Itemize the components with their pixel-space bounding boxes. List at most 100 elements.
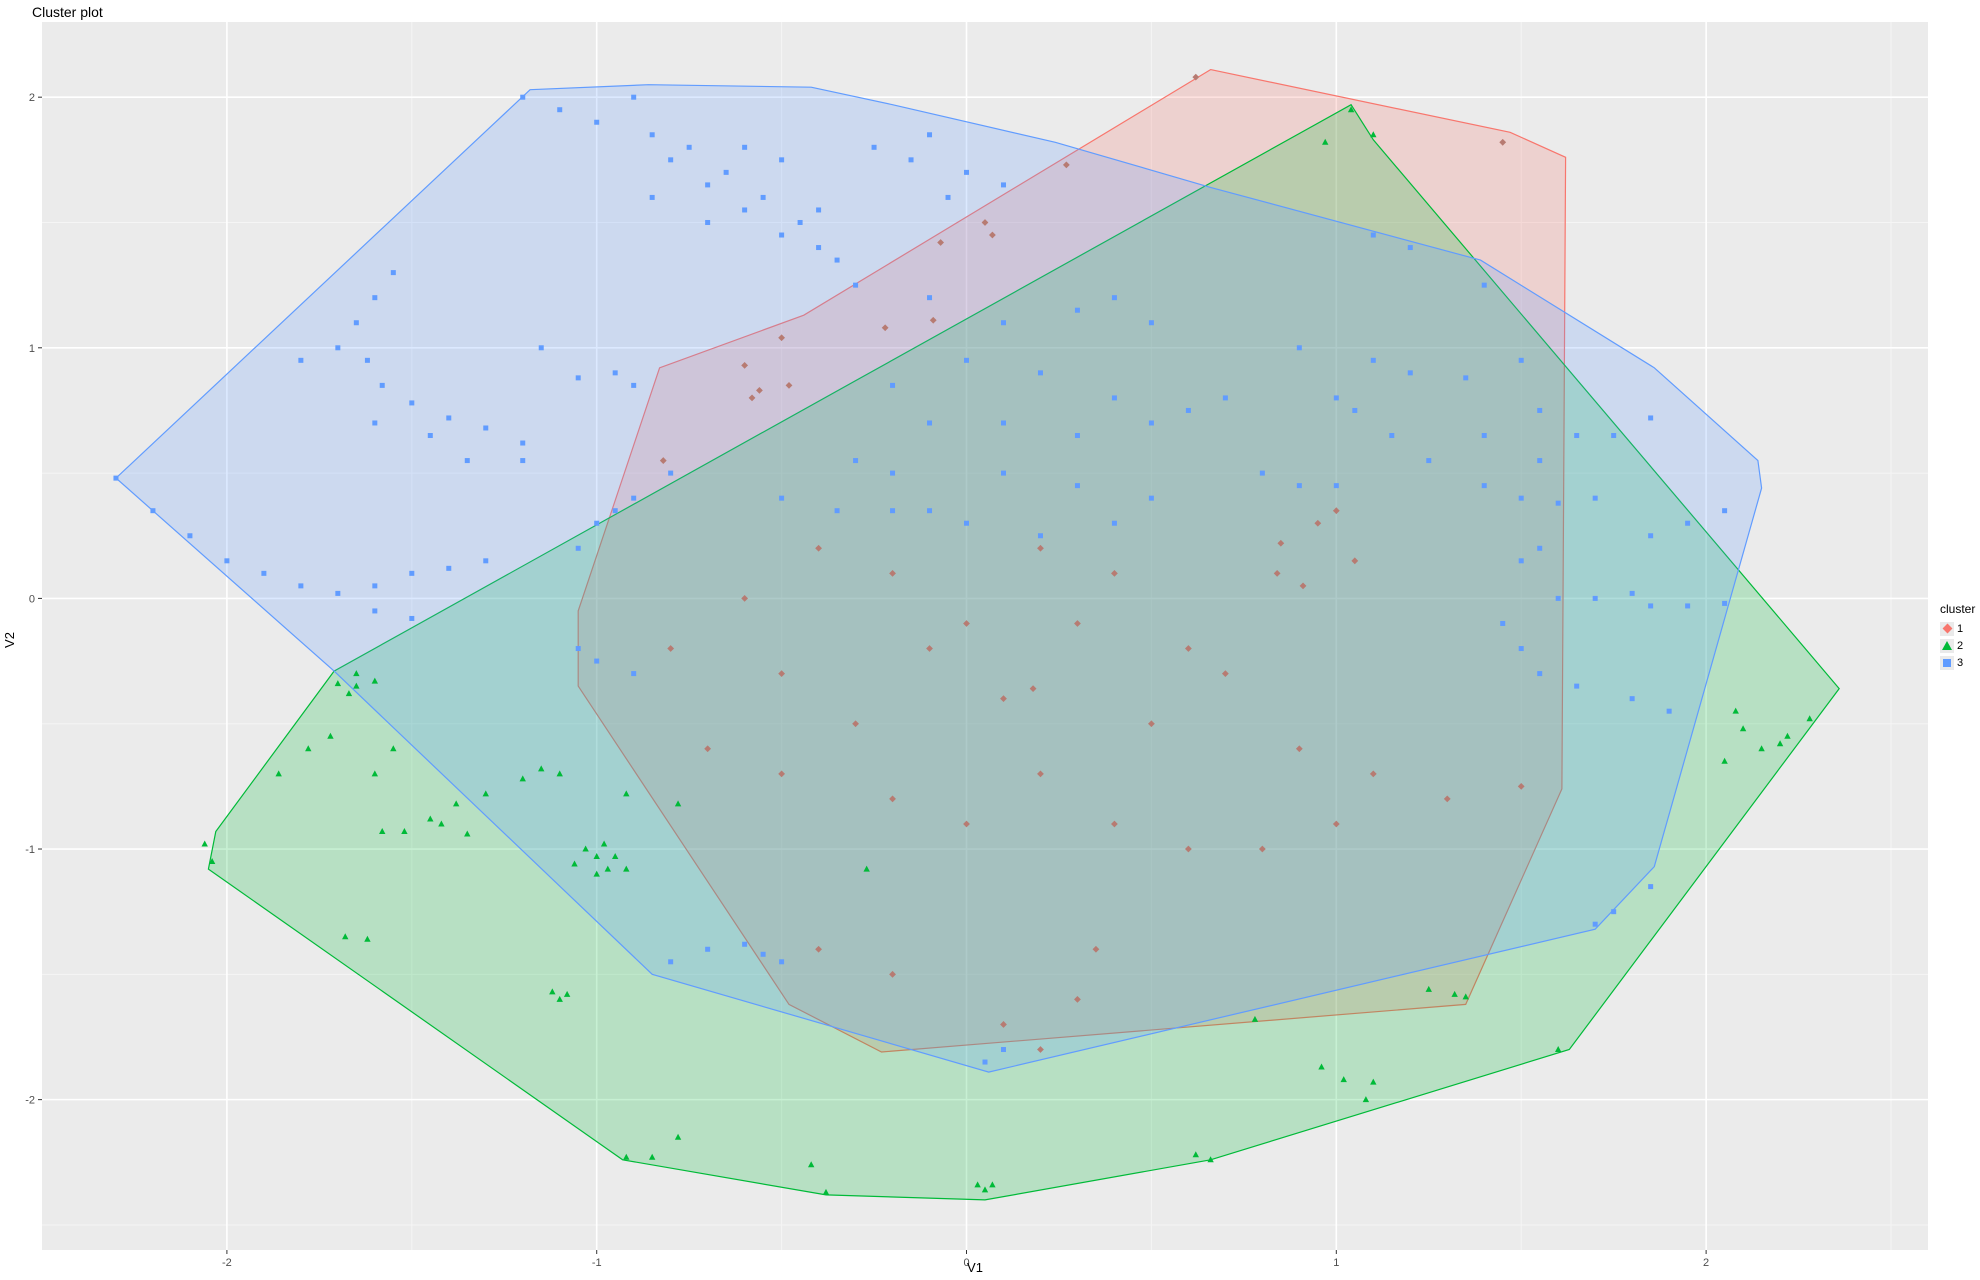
point-cluster-2	[353, 670, 360, 677]
point-cluster-3	[1000, 320, 1006, 326]
point-cluster-3	[520, 94, 526, 100]
point-cluster-3	[964, 520, 970, 526]
point-cluster-3	[779, 232, 785, 238]
point-cluster-2	[623, 865, 630, 872]
legend-label-1: 1	[1957, 622, 1964, 635]
cluster-points	[113, 73, 1813, 1195]
point-cluster-3	[964, 357, 970, 363]
point-cluster-2	[822, 1188, 830, 1195]
point-cluster-3	[1389, 433, 1395, 439]
point-cluster-2	[353, 682, 360, 689]
legend-item-2: 2	[1940, 637, 1978, 654]
point-cluster-3	[668, 959, 674, 965]
legend-label-2: 2	[1957, 639, 1964, 652]
point-cluster-2	[648, 1153, 656, 1160]
point-cluster-1	[1037, 770, 1044, 778]
point-cluster-2	[1322, 138, 1329, 145]
point-cluster-2	[464, 830, 471, 837]
point-cluster-3	[1629, 590, 1635, 596]
point-cluster-2	[674, 1133, 682, 1140]
legend-item-3: 3	[1940, 654, 1978, 671]
point-cluster-3	[1333, 395, 1339, 401]
point-cluster-1	[1092, 945, 1100, 953]
point-cluster-2	[519, 775, 526, 782]
point-cluster-2	[1739, 725, 1747, 732]
point-cluster-2	[1758, 745, 1765, 752]
point-cluster-3	[409, 570, 415, 576]
point-cluster-2	[571, 860, 578, 867]
point-cluster-3	[1648, 533, 1654, 539]
point-cluster-3	[1518, 646, 1524, 652]
point-cluster-2	[438, 820, 445, 827]
point-cluster-2	[1721, 757, 1728, 764]
point-cluster-2	[593, 870, 600, 877]
point-cluster-3	[1592, 495, 1598, 501]
point-cluster-3	[1537, 671, 1543, 677]
point-cluster-3	[779, 495, 785, 501]
point-cluster-3	[760, 194, 766, 200]
point-cluster-2	[427, 815, 434, 822]
point-cluster-3	[261, 570, 267, 576]
point-cluster-1	[1299, 582, 1307, 590]
point-cluster-3	[1000, 182, 1006, 188]
point-cluster-1	[937, 239, 945, 246]
point-cluster-3	[686, 144, 692, 150]
point-cluster-2	[1425, 985, 1432, 992]
point-cluster-2	[981, 1186, 989, 1193]
point-cluster-3	[1722, 600, 1728, 606]
point-cluster-3	[594, 520, 600, 526]
point-cluster-2	[345, 690, 353, 697]
x-tick-label: 0	[963, 1257, 969, 1269]
point-cluster-3	[649, 194, 655, 200]
point-cluster-3	[1074, 433, 1080, 439]
point-cluster-3	[1648, 884, 1654, 890]
point-cluster-1	[1517, 782, 1525, 790]
point-cluster-3	[1537, 407, 1543, 413]
point-cluster-1	[1221, 670, 1229, 677]
point-cluster-2	[1318, 1063, 1325, 1070]
point-cluster-3	[705, 219, 711, 225]
point-cluster-3	[113, 475, 119, 481]
point-cluster-2	[863, 865, 870, 872]
point-cluster-2	[1462, 993, 1469, 1000]
point-cluster-1	[1192, 73, 1200, 81]
y-tick-label: -2	[25, 1095, 35, 1107]
point-cluster-3	[446, 565, 452, 571]
point-cluster-2	[1784, 732, 1791, 739]
point-cluster-3	[760, 951, 766, 957]
point-cluster-2	[1192, 1151, 1199, 1158]
point-cluster-2	[623, 1153, 630, 1160]
point-cluster-2	[556, 770, 563, 777]
legend-key-1	[1940, 621, 1954, 636]
point-cluster-3	[483, 558, 489, 564]
point-cluster-3	[372, 608, 378, 614]
point-cluster-3	[816, 207, 822, 213]
point-cluster-3	[1574, 433, 1580, 439]
point-cluster-3	[1518, 357, 1524, 363]
point-cluster-2	[549, 988, 556, 995]
point-cluster-3	[575, 646, 581, 652]
point-cluster-1	[785, 381, 793, 389]
point-cluster-3	[1074, 307, 1080, 313]
y-tick-label: 2	[29, 92, 35, 104]
point-cluster-3	[834, 508, 840, 514]
point-cluster-3	[908, 157, 914, 163]
point-cluster-3	[1111, 295, 1117, 301]
point-cluster-2	[593, 853, 600, 860]
point-cluster-3	[464, 458, 470, 464]
x-tick-label: 2	[1703, 1257, 1709, 1269]
legend-key-3	[1940, 655, 1954, 670]
point-cluster-3	[1648, 603, 1654, 609]
point-cluster-2	[452, 800, 460, 807]
point-cluster-3	[668, 157, 674, 163]
point-cluster-2	[364, 935, 371, 942]
point-cluster-1	[659, 457, 667, 464]
point-cluster-2	[582, 845, 589, 852]
point-cluster-3	[1148, 495, 1154, 501]
point-cluster-2	[974, 1181, 981, 1188]
point-cluster-3	[779, 959, 785, 965]
point-cluster-3	[871, 144, 877, 150]
point-cluster-3	[520, 458, 526, 464]
point-cluster-3	[1629, 696, 1635, 702]
point-cluster-3	[964, 169, 970, 175]
